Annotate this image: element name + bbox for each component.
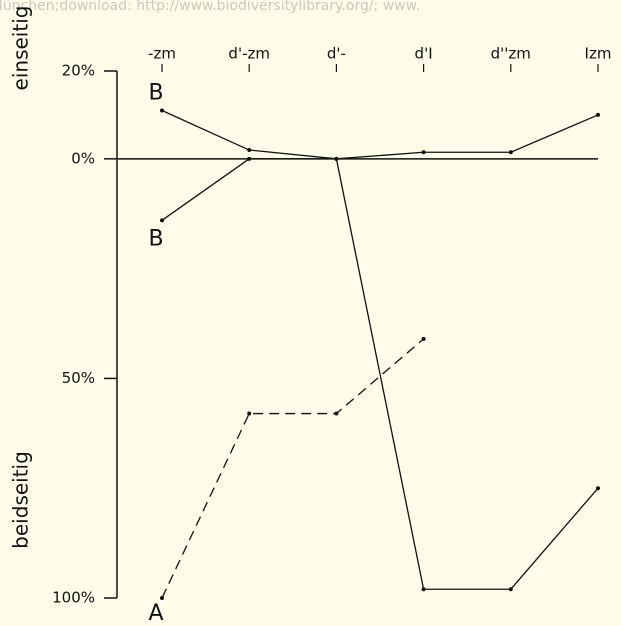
point [247,156,252,161]
series-line [161,109,599,160]
series-label: B [148,226,163,251]
series-line [161,158,599,590]
point [160,218,164,223]
point [247,411,252,416]
y-tick-label: 50% [62,369,95,387]
y-axis-label: beidseitig [9,451,33,549]
y-tick-label: 20% [62,62,95,80]
point [334,156,339,161]
point [596,486,600,491]
watermark: ang München;download: http://www.biodive… [0,0,420,14]
x-tick-label: d'- [327,45,346,63]
x-tick-label: -zm [148,45,176,63]
point [421,587,426,592]
y-tick-label: 0% [71,149,95,167]
point [596,112,600,117]
point [247,148,252,153]
point [508,587,513,592]
point [421,150,426,155]
point [160,596,164,600]
point [421,336,426,341]
point [334,411,339,416]
x-tick-label: Izm [585,45,612,63]
point [508,150,513,155]
x-tick-label: d'-zm [228,45,270,63]
series-label: B [148,81,163,106]
y-axis-label: einseitig [9,6,33,91]
point [160,108,164,113]
series-line [161,338,425,599]
y-tick-label: 100% [52,589,95,607]
series-label: A [148,601,163,626]
x-tick-label: d'I [415,45,433,63]
x-tick-label: d''zm [491,45,531,63]
